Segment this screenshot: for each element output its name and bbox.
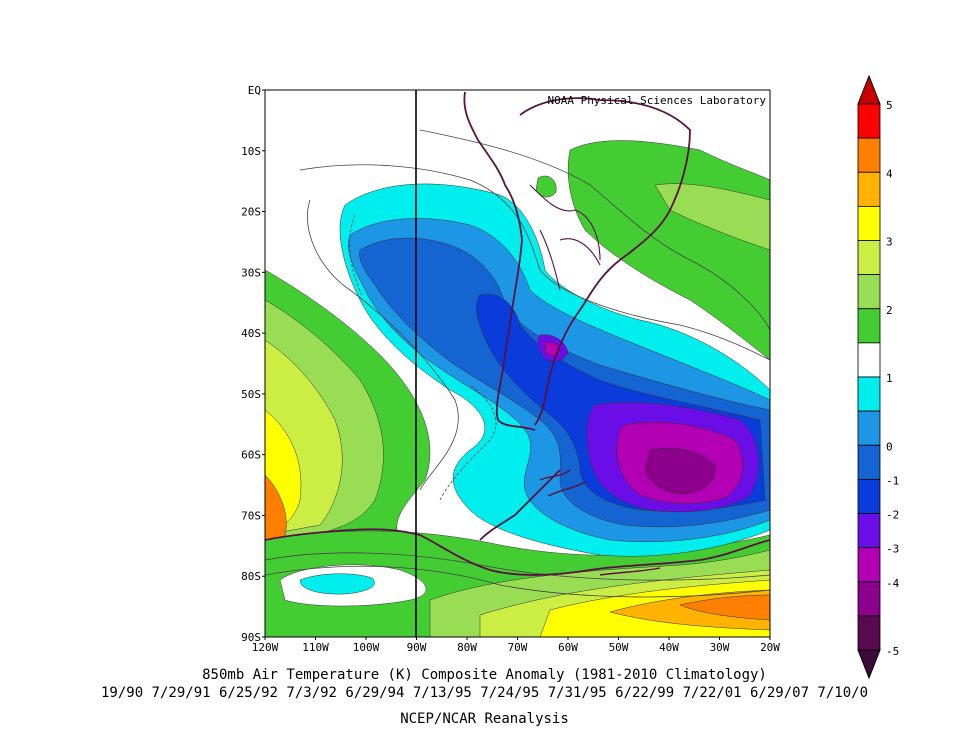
colorbar-segment: [857, 137, 881, 173]
negative-anomaly-small-southwest: [299, 573, 375, 595]
positive-anomaly-northeast-light: [654, 183, 770, 251]
longitude-label: 60W: [558, 641, 578, 654]
colorbar-label: 3: [886, 236, 893, 249]
colorbar-segment: [857, 581, 881, 617]
colorbar-segment: [857, 615, 881, 651]
latitude-label: 80S: [241, 570, 261, 583]
south-america-east-coast: [519, 97, 691, 426]
colorbar-segment: [857, 103, 881, 139]
colorbar-segment: [857, 274, 881, 310]
colorbar-segment: [857, 547, 881, 583]
latitude-label: 40S: [241, 327, 261, 340]
colorbar-segment: [857, 444, 881, 480]
negative-anomaly-level-4: [644, 447, 716, 495]
positive-anomaly-south-max: [679, 594, 770, 621]
islands: [539, 469, 661, 576]
antarctic-peninsula: [479, 469, 561, 541]
latitude-label: 20S: [241, 206, 261, 219]
longitude-label: 120W: [252, 641, 279, 654]
latitude-label: 60S: [241, 449, 261, 462]
colorbar-segment: [857, 410, 881, 446]
longitude-label: 20W: [760, 641, 780, 654]
latitude-label: 10S: [241, 145, 261, 158]
colorbar-label: 2: [886, 304, 893, 317]
colorbar-label: -3: [886, 543, 899, 556]
colorbar-top-arrow: [857, 74, 881, 105]
south-america-borders: [529, 184, 601, 291]
south-america-west-coast: [463, 91, 536, 431]
longitude-label: 50W: [609, 641, 629, 654]
coastlines: [265, 91, 770, 576]
longitude-label: 80W: [457, 641, 477, 654]
colorbar-label: 4: [886, 167, 893, 180]
latitude-label: 70S: [241, 509, 261, 522]
contour-lines: [265, 129, 770, 598]
longitude-tick-labels: 120W 110W 100W 90W 80W 70W 60W 50W 40W 30W 20W: [252, 637, 780, 654]
latitude-tick-labels: EQ 10S 20S 30S 40S 50S 60S 70S 80S 90S: [241, 84, 265, 644]
colorbar-segment: [857, 376, 881, 412]
colorbar-segment: [857, 513, 881, 549]
credit-label: NOAA Physical Sciences Laboratory: [547, 94, 766, 107]
map-title: 850mb Air Temperature (K) Composite Anom…: [202, 667, 767, 683]
colorbar-bottom-arrow: [857, 649, 881, 680]
longitude-label: 110W: [302, 641, 329, 654]
longitude-label: 30W: [710, 641, 730, 654]
longitude-label: 90W: [407, 641, 427, 654]
latitude-label: 50S: [241, 388, 261, 401]
contour-fills: [265, 90, 770, 637]
colorbar-segment: [857, 240, 881, 276]
colorbar-segment: [857, 342, 881, 378]
colorbar: 5 4 3 2 1 0 -1 -2 -3 -4 -5: [857, 74, 900, 680]
colorbar-segment: [857, 205, 881, 241]
colorbar-label: -2: [886, 509, 899, 522]
longitude-label: 100W: [353, 641, 380, 654]
colorbar-segment: [857, 171, 881, 207]
colorbar-label: -5: [886, 645, 899, 658]
longitude-label: 40W: [659, 641, 679, 654]
colorbar-label: -1: [886, 474, 899, 487]
latitude-label: 90S: [241, 631, 261, 644]
colorbar-label: -4: [886, 577, 900, 590]
colorbar-label: 5: [886, 99, 893, 112]
antarctica-coast: [265, 528, 770, 576]
latitude-label: EQ: [248, 84, 261, 97]
latitude-label: 30S: [241, 266, 261, 279]
colorbar-label: 1: [886, 372, 893, 385]
colorbar-segment: [857, 478, 881, 514]
colorbar-segment: [857, 308, 881, 344]
data-source: NCEP/NCAR Reanalysis: [400, 711, 569, 727]
longitude-label: 70W: [508, 641, 528, 654]
composite-dates: 19/90 7/29/91 6/25/92 7/3/92 6/29/94 7/1…: [100, 685, 868, 701]
colorbar-label: 0: [886, 440, 893, 453]
